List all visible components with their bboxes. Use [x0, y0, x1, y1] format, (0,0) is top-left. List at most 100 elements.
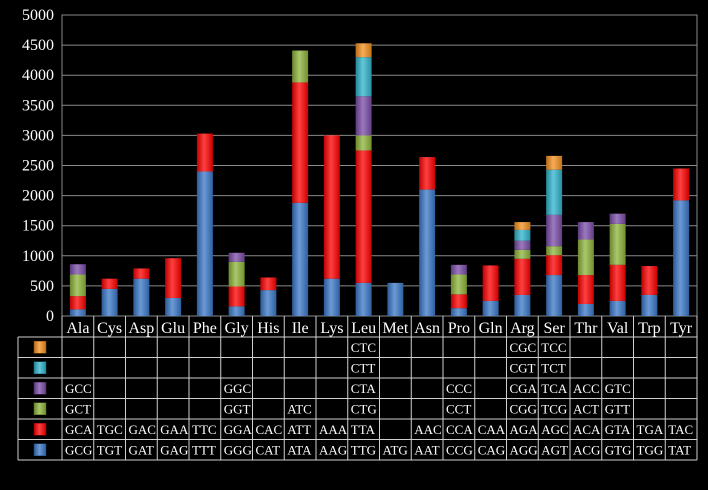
codon-cell: GCT [65, 401, 91, 416]
x-category-label: Pro [448, 320, 470, 337]
y-tick-label: 3000 [22, 127, 54, 144]
bar-segment-Gly-series-4 [228, 252, 245, 262]
bar-segment-Pro-series-1 [450, 308, 467, 316]
codon-cell: AGA [510, 422, 539, 437]
x-category-label: Leu [351, 320, 376, 337]
bar-segment-Phe-series-2 [196, 133, 213, 172]
bar-segment-Ser-series-4 [546, 214, 563, 247]
x-category-label: Ile [292, 320, 309, 337]
bars-layer [69, 43, 690, 316]
codon-cell: ACT [573, 401, 599, 416]
bar-segment-Ser-series-2 [546, 255, 563, 276]
x-category-label: Ala [66, 320, 89, 337]
bar-segment-Glu-series-2 [165, 258, 182, 298]
codon-cell: GTA [605, 422, 631, 437]
codon-cell: ATC [287, 401, 312, 416]
bar-segment-Asn-series-2 [419, 157, 436, 190]
bar-segment-Thr-series-2 [577, 275, 594, 304]
codon-cell: TTC [192, 422, 217, 437]
codon-cell: ATG [383, 442, 408, 457]
codon-cell: CAG [478, 442, 505, 457]
codon-cell: GCC [65, 381, 92, 396]
bar-segment-His-series-1 [260, 290, 277, 316]
grid-layer [61, 14, 698, 317]
bar-segment-Asn-series-1 [419, 189, 436, 316]
legend-key-series-6 [33, 341, 47, 354]
x-category-label: His [257, 320, 279, 337]
bar-segment-Arg-series-5 [514, 229, 531, 241]
legend-key-series-3 [33, 402, 47, 415]
bar-segment-Val-series-3 [609, 223, 626, 265]
bar-segment-Glu-series-1 [165, 297, 182, 316]
codon-cell: TTT [192, 442, 216, 457]
bar-segment-Leu-series-5 [355, 57, 372, 97]
bar-segment-Pro-series-4 [450, 264, 467, 275]
y-tick-label: 2500 [22, 158, 54, 175]
bar-segment-Ala-series-4 [69, 264, 86, 275]
bar-segment-Val-series-2 [609, 264, 626, 301]
bar-segment-Arg-series-3 [514, 249, 531, 259]
bar-segment-Tyr-series-1 [673, 200, 690, 316]
codon-cell: AAC [414, 422, 441, 437]
bar-segment-Gly-series-2 [228, 286, 245, 307]
bar-segment-Thr-series-1 [577, 303, 594, 316]
codon-cell: CTT [351, 360, 376, 375]
codon-cell: CGA [510, 381, 538, 396]
bar-segment-Ile-series-3 [292, 50, 309, 83]
codon-cell: TGG [637, 442, 664, 457]
codon-cell: CGT [510, 360, 536, 375]
codon-cell: AGG [510, 442, 538, 457]
legend-key-series-4 [33, 382, 47, 395]
x-category-label: Ser [543, 320, 565, 337]
codon-cell: TGA [637, 422, 664, 437]
codon-cell: ATT [287, 422, 311, 437]
codon-cell: AAT [414, 442, 439, 457]
bar-segment-Asp-series-2 [133, 268, 150, 279]
codon-cell: TCC [541, 340, 566, 355]
codon-cell: TTG [351, 442, 376, 457]
codon-cell: CGG [510, 401, 537, 416]
codon-cell: GCA [65, 422, 93, 437]
x-category-label: Trp [638, 320, 661, 337]
codon-cell: GGT [224, 401, 251, 416]
bar-segment-Lys-series-2 [323, 135, 340, 279]
x-category-label: Val [607, 320, 629, 337]
y-tick-label: 3500 [22, 97, 54, 114]
bar-segment-Leu-series-2 [355, 150, 372, 283]
codon-cell: GAC [129, 422, 156, 437]
codon-cell: AAA [319, 422, 348, 437]
x-category-label: Gln [479, 320, 503, 337]
bar-segment-Ala-series-3 [69, 274, 86, 297]
y-tick-label: 1000 [22, 248, 54, 265]
codon-cell: GAA [160, 422, 189, 437]
bar-segment-Asp-series-1 [133, 278, 150, 316]
codon-cell: TCT [541, 360, 566, 375]
bar-segment-Ile-series-1 [292, 202, 309, 316]
codon-cell: TCG [541, 401, 567, 416]
codon-cell: TGC [97, 422, 123, 437]
bar-segment-Gln-series-1 [482, 300, 499, 316]
y-tick-label: 4000 [22, 67, 54, 84]
bar-segment-Phe-series-1 [196, 171, 213, 316]
x-category-label: Cys [97, 320, 122, 337]
bar-segment-Ile-series-2 [292, 82, 309, 203]
bar-segment-Gly-series-3 [228, 261, 245, 287]
codon-cell: CGC [510, 340, 537, 355]
x-category-label: Phe [193, 320, 217, 337]
x-category-label: Asp [128, 320, 154, 337]
y-tick-label: 4500 [22, 37, 54, 54]
codon-cell: TAC [668, 422, 693, 437]
x-category-label: Gly [225, 320, 249, 337]
x-category-label: Arg [510, 320, 535, 337]
codon-cell: AAG [319, 442, 347, 457]
legend-key-series-1 [33, 443, 47, 456]
codon-cell: CTA [351, 381, 377, 396]
codon-cell: GGA [224, 422, 253, 437]
codon-cell: TCA [541, 381, 568, 396]
bar-segment-Tyr-series-2 [673, 168, 690, 201]
bar-segment-Leu-series-4 [355, 96, 372, 136]
y-tick-label: 5000 [22, 7, 54, 24]
y-tick-label: 500 [30, 278, 54, 295]
bar-segment-Ser-series-1 [546, 275, 563, 316]
bar-segment-Lys-series-1 [323, 278, 340, 316]
